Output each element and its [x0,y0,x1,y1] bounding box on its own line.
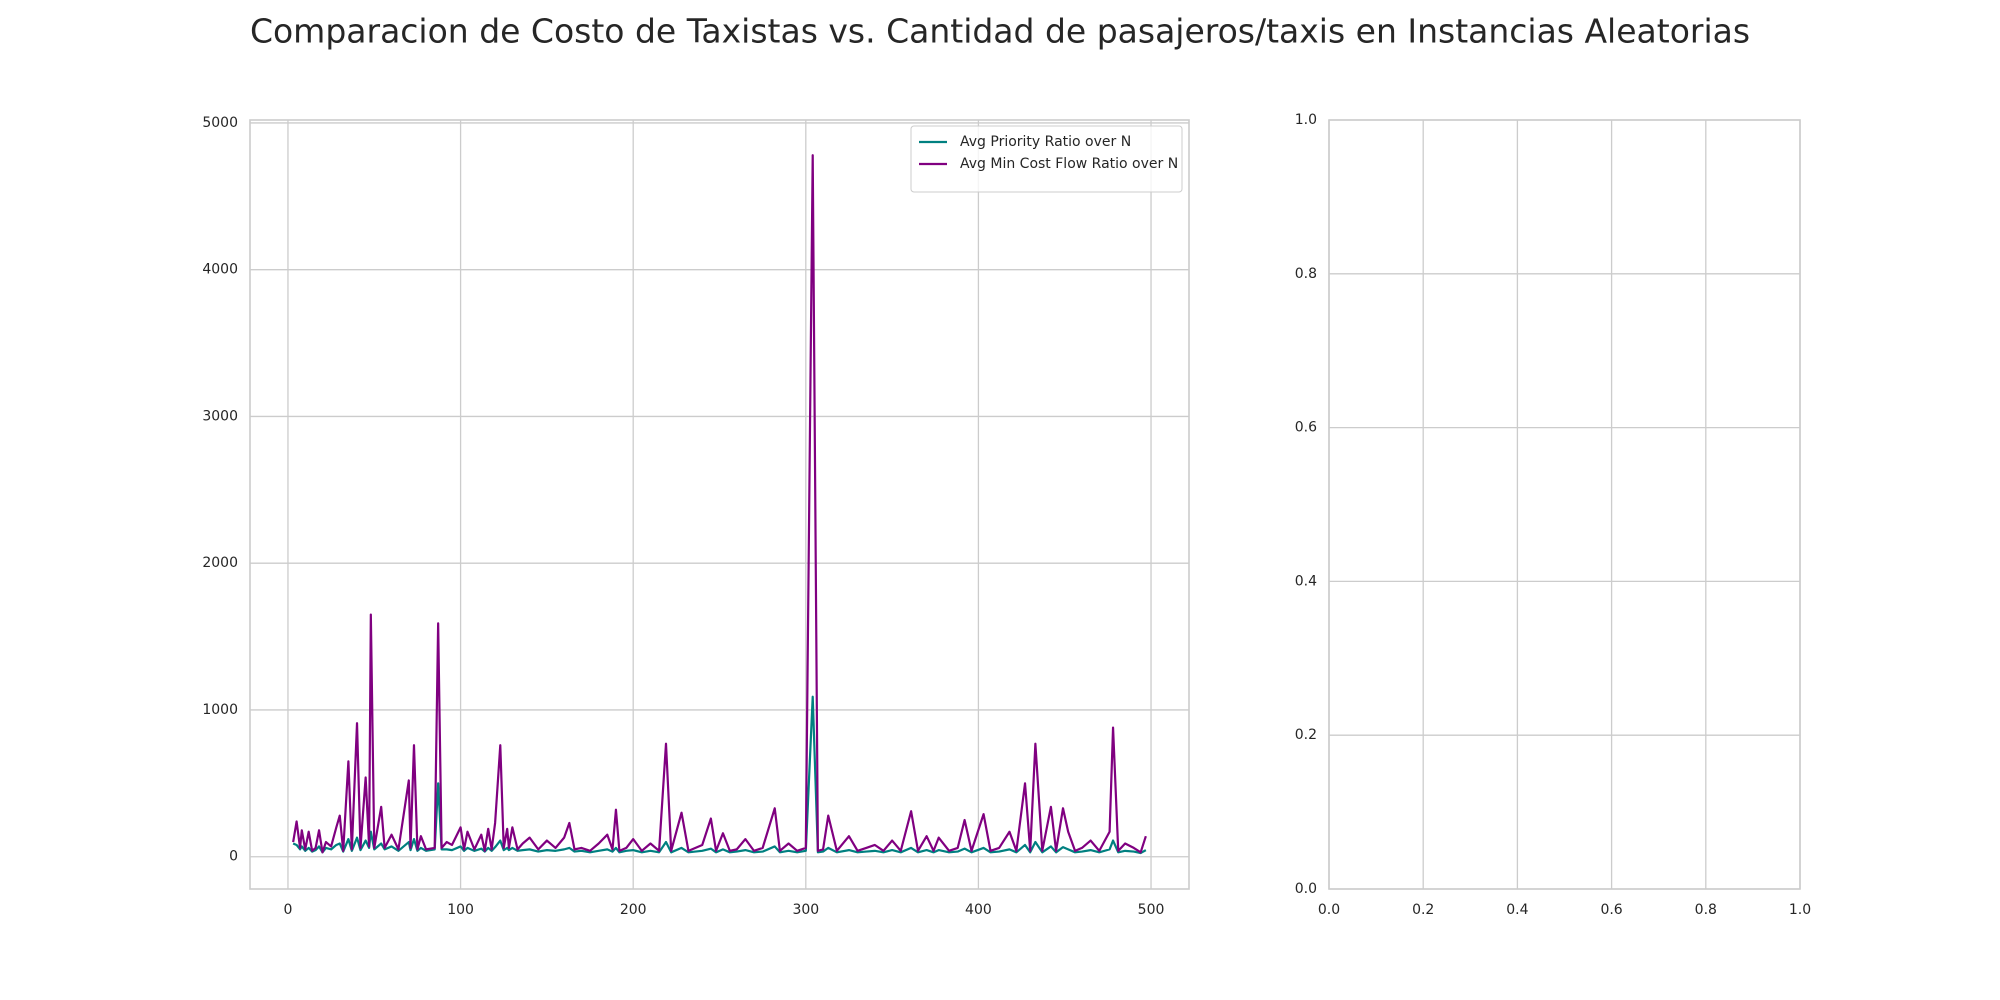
x-tick-label: 300 [792,902,819,918]
data-line [292,154,1147,854]
x-tick-label: 100 [447,902,474,918]
plot-area [250,120,1189,889]
x-tick-label: 400 [965,902,992,918]
x-tick-label: 0.6 [1600,902,1622,918]
y-tick-label: 0.4 [1295,573,1317,589]
x-tick-label: 0.0 [1318,902,1340,918]
y-tick-label: 2000 [202,555,238,571]
y-tick-label: 1.0 [1295,112,1317,128]
legend-label: Avg Priority Ratio over N [960,134,1131,150]
data-line [292,695,1147,855]
y-tick-label: 0.6 [1295,420,1317,436]
legend-box [910,125,1183,193]
x-tick-label: 200 [620,902,647,918]
axes-frame [249,119,1190,890]
y-tick-label: 0 [229,849,238,865]
x-tick-label: 0.2 [1412,902,1434,918]
x-tick-label: 0 [284,902,293,918]
x-tick-label: 0.8 [1695,902,1717,918]
y-tick-label: 0.0 [1295,881,1317,897]
y-tick-label: 0.8 [1295,266,1317,282]
x-tick-label: 0.4 [1506,902,1528,918]
plot-area [1329,120,1800,889]
y-tick-label: 1000 [202,702,238,718]
x-tick-label: 500 [1138,902,1165,918]
axes-frame [1328,119,1801,890]
x-tick-label: 1.0 [1789,902,1811,918]
legend-label: Avg Min Cost Flow Ratio over N [960,156,1178,172]
y-tick-label: 4000 [202,262,238,278]
figure-title: Comparacion de Costo de Taxistas vs. Can… [250,12,1750,51]
y-tick-label: 5000 [202,115,238,131]
y-tick-label: 3000 [202,408,238,424]
y-tick-label: 0.2 [1295,727,1317,743]
